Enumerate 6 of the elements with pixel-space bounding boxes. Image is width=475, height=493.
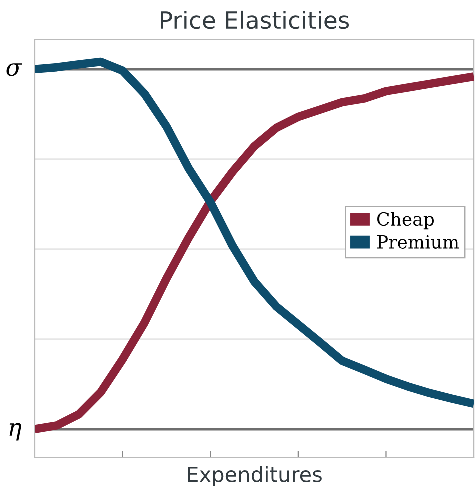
legend-label: Premium [377, 235, 460, 249]
ref-line-label: η [10, 423, 22, 441]
x-axis-title: Expenditures [188, 466, 322, 486]
legend-label: Cheap [378, 212, 434, 230]
ref-line-label: σ [6, 64, 22, 76]
chart-title: Price Elasticities [161, 10, 350, 30]
